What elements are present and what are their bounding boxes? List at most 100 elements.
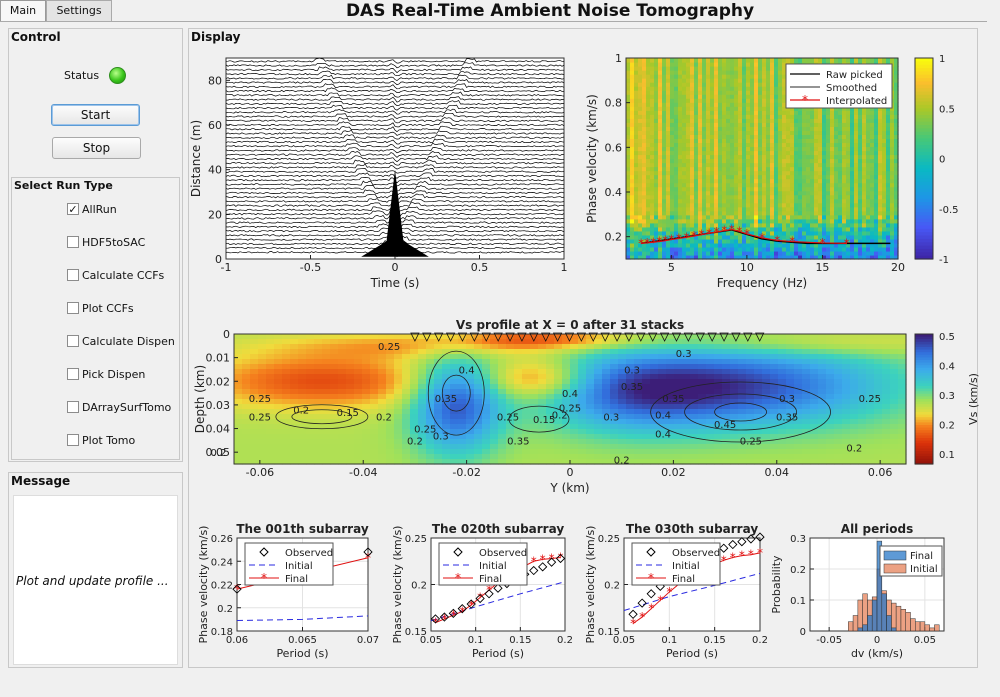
checkbox-icon[interactable] [67,302,79,314]
heatmap-cell [790,182,795,188]
run-option-pick-dispen[interactable]: Pick Dispen [67,368,145,382]
heatmap-cell [314,379,323,385]
heatmap-cell [710,106,715,111]
run-option-allrun[interactable]: ✓ AllRun [67,203,117,217]
heatmap-cell [894,110,899,115]
heatmap-cell [670,226,675,232]
checkbox-icon[interactable] [67,335,79,347]
heatmap-cell [694,246,699,252]
heatmap-cell [762,214,767,220]
heatmap-cell [886,242,891,248]
heatmap-cell [894,102,899,107]
heatmap-cell [734,114,739,119]
heatmap-cell [734,162,739,168]
heatmap-cell [694,62,699,67]
heatmap-cell [826,138,831,144]
heatmap-cell [418,354,427,360]
heatmap-cell [658,218,663,224]
tab-settings[interactable]: Settings [46,0,112,22]
checkbox-icon[interactable] [67,401,79,413]
run-option-plot-ccfs[interactable]: Plot CCFs [67,302,134,316]
run-option-calculate-ccfs[interactable]: Calculate CCFs [67,269,164,283]
checkbox-icon[interactable] [67,236,79,248]
heatmap-cell [674,58,679,63]
heatmap-cell [626,166,631,172]
run-option-darraysurftomo[interactable]: DArraySurfTomo [67,401,171,415]
run-option-hdf5tosac[interactable]: HDF5toSAC [67,236,145,250]
heatmap-cell [354,439,363,445]
heatmap-cell [838,246,843,252]
heatmap-cell [690,62,695,67]
heatmap-cell [482,439,491,445]
heatmap-cell [766,234,771,240]
heatmap-cell [718,130,723,135]
heatmap-cell [810,214,815,220]
heatmap-cell [458,404,467,410]
heatmap-cell [654,118,659,123]
heatmap-cell [338,454,347,460]
heatmap-cell [874,146,879,152]
heatmap-cell [650,62,655,67]
heatmap-cell [726,190,731,196]
heatmap-cell [874,158,879,164]
heatmap-cell [738,182,743,188]
heatmap-cell [674,166,679,172]
heatmap-cell [586,454,595,460]
heatmap-cell [870,122,875,127]
checkbox-icon[interactable] [67,434,79,446]
heatmap-cell [850,202,855,208]
y-tick-label: 20 [208,208,222,221]
heatmap-cell [306,339,315,345]
heatmap-cell [866,218,871,224]
heatmap-cell [654,58,659,63]
heatmap-cell [870,106,875,111]
heatmap-cell [826,134,831,139]
checkbox-icon[interactable] [67,269,79,281]
heatmap-cell [474,444,483,450]
heatmap-cell [842,254,847,260]
start-button[interactable]: Start [51,104,140,126]
checkbox-icon[interactable]: ✓ [67,203,79,216]
heatmap-cell [746,194,751,200]
heatmap-cell [450,354,459,360]
heatmap-cell [738,138,743,144]
heatmap-cell [670,210,675,216]
heatmap-cell [730,98,735,103]
heatmap-cell [702,62,707,67]
heatmap-cell [790,206,795,212]
heatmap-cell [726,66,731,71]
heatmap-cell [810,166,815,172]
ccf-trace [226,96,565,103]
heatmap-cell [658,126,663,131]
heatmap-cell [586,459,595,465]
heatmap-cell [402,454,411,460]
heatmap-cell [738,246,743,252]
heatmap-cell [714,62,719,67]
heatmap-cell [250,454,259,460]
heatmap-cell [634,226,639,232]
tab-main[interactable]: Main [0,0,46,22]
heatmap-cell [642,246,647,252]
heatmap-cell [706,194,711,200]
heatmap-cell [594,419,603,425]
run-option-plot-tomo[interactable]: Plot Tomo [67,434,135,448]
heatmap-cell [578,459,587,465]
heatmap-cell [610,409,619,415]
heatmap-cell [730,170,735,176]
stop-button[interactable]: Stop [52,137,141,159]
heatmap-cell [290,354,299,360]
heatmap-cell [802,166,807,172]
run-option-calculate-dispen[interactable]: Calculate Dispen [67,335,175,349]
heatmap-cell [814,174,819,180]
heatmap-cell [634,178,639,184]
heatmap-cell [722,90,727,95]
checkbox-icon[interactable] [67,368,79,380]
heatmap-cell [674,106,679,111]
heatmap-cell [854,126,859,131]
interpolated-marker: * [668,233,674,247]
heatmap-cell [618,449,627,455]
heatmap-cell [522,364,531,370]
heatmap-cell [846,154,851,160]
heatmap-cell [670,162,675,168]
heatmap-cell [854,246,859,252]
